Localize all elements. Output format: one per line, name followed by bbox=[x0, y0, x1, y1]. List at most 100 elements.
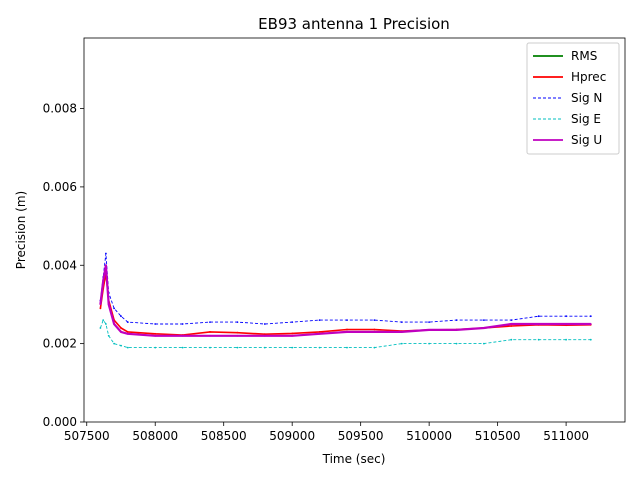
data-point-sig-e bbox=[537, 338, 540, 341]
data-point-hprec bbox=[99, 307, 102, 310]
data-point-sig-u bbox=[565, 323, 567, 325]
data-point-sig-e bbox=[291, 346, 294, 349]
data-point-sig-n bbox=[105, 252, 107, 255]
data-point-sig-u bbox=[236, 334, 239, 337]
data-point-sig-n bbox=[455, 319, 458, 321]
data-point-sig-u bbox=[346, 331, 348, 333]
data-point-sig-n bbox=[428, 321, 430, 323]
data-point-hprec bbox=[263, 333, 266, 336]
x-tick-label: 508500 bbox=[201, 429, 247, 443]
x-axis: 507500 508000 508500 509000 509500 510000 5105… bbox=[64, 422, 589, 443]
data-point-sig-e bbox=[113, 342, 115, 345]
data-point-sig-n bbox=[113, 307, 115, 310]
data-point-sig-u bbox=[483, 327, 485, 329]
data-point-sig-n bbox=[181, 323, 184, 325]
data-point-sig-u bbox=[263, 334, 266, 337]
data-point-sig-e bbox=[102, 319, 105, 321]
data-point-sig-e bbox=[120, 344, 122, 347]
legend-label-rms: RMS bbox=[571, 49, 597, 63]
data-point-sig-u bbox=[209, 334, 211, 337]
data-point-sig-n bbox=[565, 315, 567, 318]
x-tick-label: 507500 bbox=[64, 429, 110, 443]
y-tick-label: 0.006 bbox=[43, 180, 77, 194]
x-tick-label: 510500 bbox=[475, 429, 521, 443]
legend-box bbox=[526, 42, 620, 155]
chart-title: EB93 antenna 1 Precision bbox=[258, 15, 450, 33]
data-point-sig-e bbox=[428, 342, 430, 345]
data-point-sig-n bbox=[263, 323, 266, 325]
data-point-sig-u bbox=[510, 323, 513, 325]
data-point-sig-u bbox=[291, 334, 294, 337]
data-point-hprec bbox=[154, 332, 157, 335]
series-line-sig-e bbox=[99, 319, 591, 349]
data-point-sig-n bbox=[120, 315, 122, 318]
data-point-hprec bbox=[236, 331, 239, 334]
series-line-sig-n bbox=[99, 253, 591, 325]
data-point-sig-e bbox=[236, 346, 239, 349]
data-point-sig-u bbox=[181, 334, 184, 337]
data-point-sig-u bbox=[400, 331, 403, 333]
data-point-sig-e bbox=[107, 334, 110, 337]
data-point-sig-u bbox=[105, 264, 107, 267]
data-point-sig-e bbox=[181, 346, 184, 349]
data-point-sig-u bbox=[120, 331, 122, 333]
y-tick-label: 0.002 bbox=[43, 337, 77, 351]
data-point-sig-u bbox=[126, 332, 129, 335]
data-point-sig-u bbox=[113, 323, 115, 325]
data-point-sig-e bbox=[154, 346, 157, 349]
data-point-sig-n bbox=[537, 315, 540, 318]
data-point-sig-u bbox=[154, 334, 157, 337]
data-point-sig-e bbox=[589, 338, 592, 341]
data-point-sig-e bbox=[209, 346, 211, 349]
data-point-sig-u bbox=[428, 329, 430, 331]
data-point-sig-n bbox=[373, 319, 376, 321]
legend: RMS Hprec Sig N Sig E Sig U bbox=[526, 42, 620, 155]
data-point-sig-n bbox=[346, 319, 348, 321]
data-point-sig-e bbox=[105, 323, 107, 325]
data-point-sig-n bbox=[209, 321, 211, 323]
x-tick-label: 511000 bbox=[543, 429, 589, 443]
legend-label-hprec: Hprec bbox=[571, 70, 606, 84]
x-tick-label: 510000 bbox=[406, 429, 452, 443]
data-point-sig-n bbox=[291, 321, 294, 323]
data-point-sig-n bbox=[126, 321, 129, 323]
data-point-sig-e bbox=[483, 342, 485, 345]
x-tick-label: 508000 bbox=[132, 429, 178, 443]
data-point-sig-n bbox=[400, 321, 403, 323]
data-point-sig-n bbox=[483, 319, 485, 321]
data-point-sig-e bbox=[373, 346, 376, 349]
data-point-hprec bbox=[318, 331, 321, 333]
data-point-sig-e bbox=[126, 346, 129, 349]
data-point-sig-u bbox=[455, 329, 458, 331]
data-point-hprec bbox=[126, 331, 129, 333]
y-axis: 0.000 0.002 0.004 0.006 0.008 bbox=[43, 102, 84, 429]
y-tick-label: 0.008 bbox=[43, 102, 77, 116]
data-point-sig-e bbox=[510, 338, 513, 341]
data-point-sig-n bbox=[236, 321, 239, 323]
data-point-sig-u bbox=[537, 323, 540, 325]
x-tick-label: 509500 bbox=[338, 429, 384, 443]
y-tick-label: 0.000 bbox=[43, 415, 77, 429]
series-line-sig-u bbox=[99, 264, 591, 337]
data-point-sig-e bbox=[455, 342, 458, 345]
data-point-hprec bbox=[346, 328, 348, 331]
data-point-sig-n bbox=[154, 323, 157, 325]
series-layer bbox=[99, 252, 592, 349]
data-point-sig-n bbox=[589, 315, 592, 318]
data-point-hprec bbox=[373, 328, 376, 331]
data-point-sig-e bbox=[346, 346, 348, 349]
data-point-sig-e bbox=[400, 342, 403, 345]
data-point-sig-u bbox=[589, 323, 592, 325]
plot-frame bbox=[83, 37, 626, 423]
x-axis-label: Time (sec) bbox=[322, 452, 386, 466]
x-tick-label: 509000 bbox=[269, 429, 315, 443]
legend-label-sig-u: Sig U bbox=[571, 133, 602, 147]
legend-label-sig-e: Sig E bbox=[571, 112, 601, 126]
data-point-sig-u bbox=[102, 280, 105, 282]
data-point-sig-e bbox=[99, 327, 102, 329]
legend-label-sig-n: Sig N bbox=[571, 91, 602, 105]
data-point-sig-e bbox=[318, 346, 321, 349]
data-point-sig-n bbox=[318, 319, 321, 321]
data-point-sig-n bbox=[510, 319, 513, 321]
